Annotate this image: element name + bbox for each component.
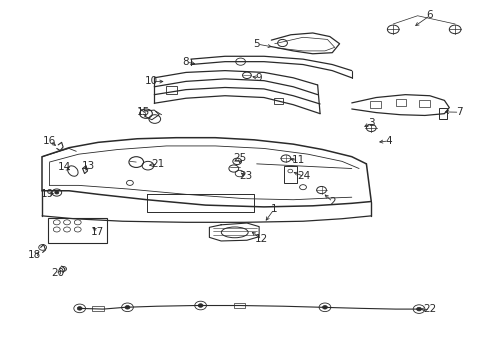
Bar — [395, 99, 406, 106]
Text: 7: 7 — [455, 107, 462, 117]
Circle shape — [55, 191, 59, 194]
Text: 21: 21 — [151, 159, 164, 169]
Text: 24: 24 — [297, 171, 310, 181]
Bar — [233, 303, 245, 309]
Bar — [166, 86, 177, 94]
Text: 3: 3 — [367, 118, 374, 128]
Text: 9: 9 — [255, 73, 262, 83]
Bar — [438, 108, 447, 119]
Text: 25: 25 — [232, 153, 246, 163]
Circle shape — [198, 304, 203, 307]
Text: 4: 4 — [384, 136, 391, 145]
Text: 6: 6 — [426, 10, 432, 20]
Bar — [369, 101, 380, 108]
Text: 13: 13 — [81, 161, 95, 171]
Text: 16: 16 — [43, 136, 56, 145]
Bar — [273, 98, 282, 104]
Text: 2: 2 — [328, 197, 335, 207]
Text: 14: 14 — [58, 162, 71, 172]
Bar — [283, 166, 297, 183]
Text: 1: 1 — [270, 204, 277, 214]
Circle shape — [416, 307, 421, 311]
Text: 11: 11 — [291, 155, 304, 165]
Text: 17: 17 — [90, 227, 103, 237]
Text: 15: 15 — [136, 107, 149, 117]
Text: 19: 19 — [41, 189, 54, 199]
Bar — [92, 306, 104, 311]
Circle shape — [77, 307, 82, 310]
Text: 20: 20 — [52, 268, 65, 278]
Circle shape — [125, 306, 130, 309]
Text: 18: 18 — [28, 250, 41, 260]
Circle shape — [322, 306, 327, 309]
Text: 12: 12 — [254, 234, 267, 244]
Bar — [418, 100, 429, 107]
Bar — [48, 218, 107, 243]
Text: 8: 8 — [183, 57, 189, 67]
Text: 10: 10 — [145, 76, 158, 86]
Text: 5: 5 — [253, 39, 260, 49]
Text: 23: 23 — [238, 171, 252, 181]
Text: 22: 22 — [422, 304, 435, 314]
